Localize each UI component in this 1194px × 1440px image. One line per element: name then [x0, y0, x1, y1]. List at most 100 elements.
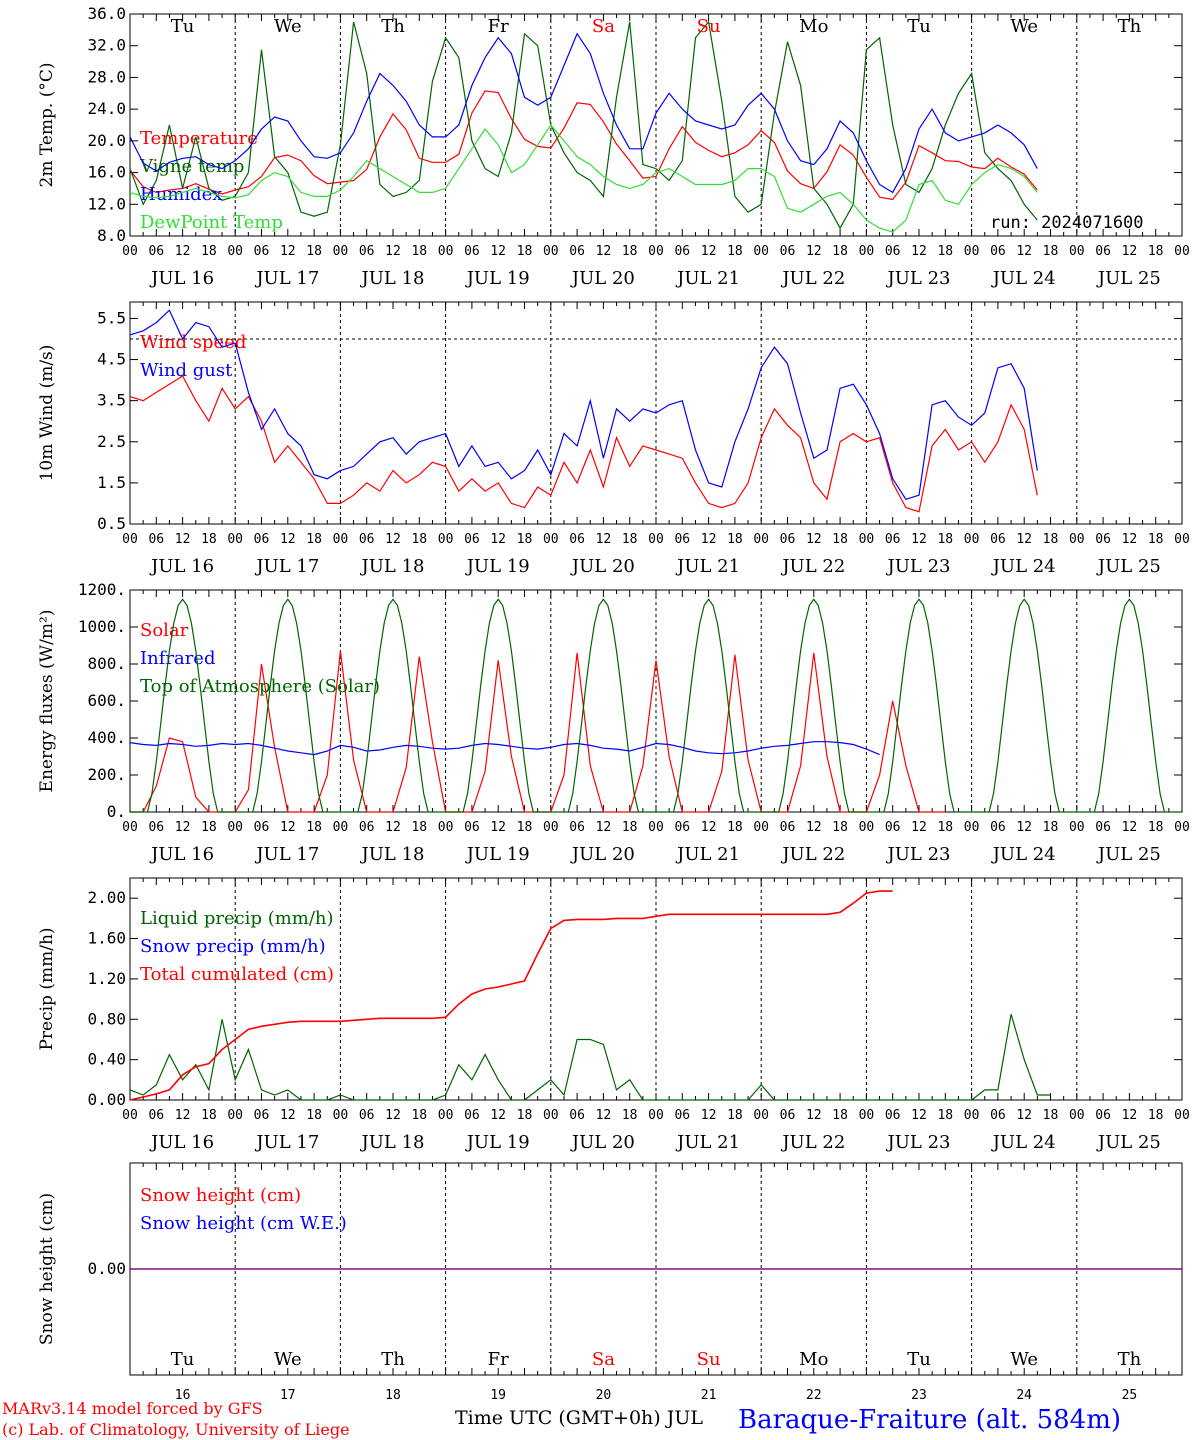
chart-panel-4: Precip (mm/h) 0.00 0.40 0.80 1.20 1.60 2.00 Liq…: [37, 877, 1190, 1153]
hour-tick-label: 12: [1122, 532, 1138, 547]
hour-tick-label: 12: [806, 244, 822, 259]
date-label: JUL 16: [149, 556, 214, 577]
hour-tick-label: 18: [1148, 532, 1164, 547]
hour-tick-label: 18: [1043, 820, 1059, 835]
date-label: JUL 21: [675, 556, 740, 577]
date-label: JUL 20: [570, 268, 635, 289]
date-label: JUL 17: [254, 268, 319, 289]
hour-tick-label: 00: [333, 820, 349, 835]
legend-entry: Temperature: [140, 128, 258, 149]
hour-tick-label: 00: [648, 820, 664, 835]
hour-tick-label: 00: [1174, 532, 1190, 547]
y-tick-label: 5.5: [97, 308, 126, 327]
hour-tick-label: 12: [596, 244, 612, 259]
hour-tick-label: 06: [359, 532, 375, 547]
hour-tick-label: 18: [937, 1108, 953, 1123]
y-tick-label: 0.00: [87, 1259, 126, 1278]
series-line-liquid-precip-mm-h-: [129, 1014, 1051, 1101]
hour-tick-label: 12: [280, 532, 296, 547]
y-tick-label: 200.: [87, 765, 126, 784]
hour-tick-label: 00: [964, 532, 980, 547]
day-of-week-label: Mo: [799, 16, 828, 37]
hour-tick-label: 18: [201, 1108, 217, 1123]
date-label: JUL 18: [360, 1132, 425, 1153]
hour-tick-label: 06: [674, 244, 690, 259]
hour-tick-label: 12: [490, 244, 506, 259]
date-label: JUL 20: [570, 844, 635, 865]
date-label: JUL 18: [360, 844, 425, 865]
date-label: JUL 21: [675, 1132, 740, 1153]
day-of-week-label: We: [1010, 16, 1038, 37]
series-line-dewpoint-temp: [129, 123, 1038, 233]
chart-panel-3: Energy fluxes (W/m²) 0. 200. 400. 600. 800. 10…: [37, 580, 1190, 865]
hour-tick-label: 00: [122, 1108, 138, 1123]
hour-tick-label: 00: [227, 532, 243, 547]
hour-tick-label: 00: [543, 1108, 559, 1123]
y-tick-label: 1.20: [87, 969, 126, 988]
y-tick-label: 600.: [87, 691, 126, 710]
day-of-week-label: Th: [1118, 1349, 1142, 1370]
hour-tick-label: 06: [254, 1108, 270, 1123]
hour-tick-label: 06: [885, 1108, 901, 1123]
hour-tick-label: 12: [806, 820, 822, 835]
day-number-label: 18: [385, 1388, 401, 1403]
legend-entry: Snow height (cm W.E.): [140, 1213, 347, 1234]
day-of-week-label: We: [274, 1349, 302, 1370]
day-number-label: 19: [490, 1388, 506, 1403]
hour-tick-label: 06: [569, 820, 585, 835]
hour-tick-label: 12: [1016, 532, 1032, 547]
series-line-top-of-atmosphere-solar-: [130, 598, 1182, 813]
hour-tick-label: 18: [1043, 532, 1059, 547]
hour-tick-label: 18: [937, 820, 953, 835]
date-label: JUL 16: [149, 844, 214, 865]
hour-tick-label: 18: [411, 244, 427, 259]
y-tick-label: 1200.: [78, 580, 126, 599]
hour-tick-label: 12: [175, 1108, 191, 1123]
date-label: JUL 24: [991, 1132, 1056, 1153]
hour-tick-label: 18: [622, 244, 638, 259]
hour-tick-label: 18: [411, 532, 427, 547]
hour-tick-label: 18: [832, 244, 848, 259]
hour-tick-label: 12: [701, 532, 717, 547]
hour-tick-label: 18: [1148, 1108, 1164, 1123]
hour-tick-label: 06: [674, 532, 690, 547]
footer-credit: (c) Lab. of Climatology, University of L…: [2, 1420, 350, 1439]
date-label: JUL 18: [360, 556, 425, 577]
hour-tick-label: 06: [990, 532, 1006, 547]
hour-tick-label: 06: [780, 820, 796, 835]
hour-tick-label: 18: [832, 1108, 848, 1123]
y-tick-label: 0.80: [87, 1009, 126, 1028]
day-number-label: 23: [911, 1388, 927, 1403]
hour-tick-label: 18: [517, 532, 533, 547]
hour-tick-label: 18: [937, 244, 953, 259]
hour-tick-label: 06: [464, 244, 480, 259]
hour-tick-label: 00: [122, 532, 138, 547]
day-number-label: 25: [1122, 1388, 1138, 1403]
hour-tick-label: 00: [648, 244, 664, 259]
day-number-label: 22: [806, 1388, 822, 1403]
hour-tick-label: 12: [1016, 1108, 1032, 1123]
hour-tick-label: 18: [306, 244, 322, 259]
hour-tick-label: 12: [806, 532, 822, 547]
hour-tick-label: 12: [701, 244, 717, 259]
series-line-wind-speed: [129, 375, 1038, 513]
date-label: JUL 24: [991, 268, 1056, 289]
hour-tick-label: 00: [648, 532, 664, 547]
hour-tick-label: 00: [438, 532, 454, 547]
hour-tick-label: 00: [753, 244, 769, 259]
date-label: JUL 19: [465, 556, 530, 577]
hour-tick-label: 12: [385, 1108, 401, 1123]
hour-tick-label: 00: [1174, 244, 1190, 259]
hour-tick-label: 00: [753, 1108, 769, 1123]
hour-tick-label: 06: [464, 820, 480, 835]
hour-tick-label: 00: [438, 1108, 454, 1123]
hour-tick-label: 18: [201, 532, 217, 547]
hour-tick-label: 06: [148, 820, 164, 835]
hour-tick-label: 06: [359, 1108, 375, 1123]
hour-tick-label: 18: [517, 244, 533, 259]
hour-tick-label: 06: [780, 244, 796, 259]
hour-tick-label: 06: [359, 244, 375, 259]
series-line-wind-gust: [129, 309, 1038, 501]
legend-entry: Vigne temp: [139, 156, 244, 177]
hour-tick-label: 18: [832, 820, 848, 835]
